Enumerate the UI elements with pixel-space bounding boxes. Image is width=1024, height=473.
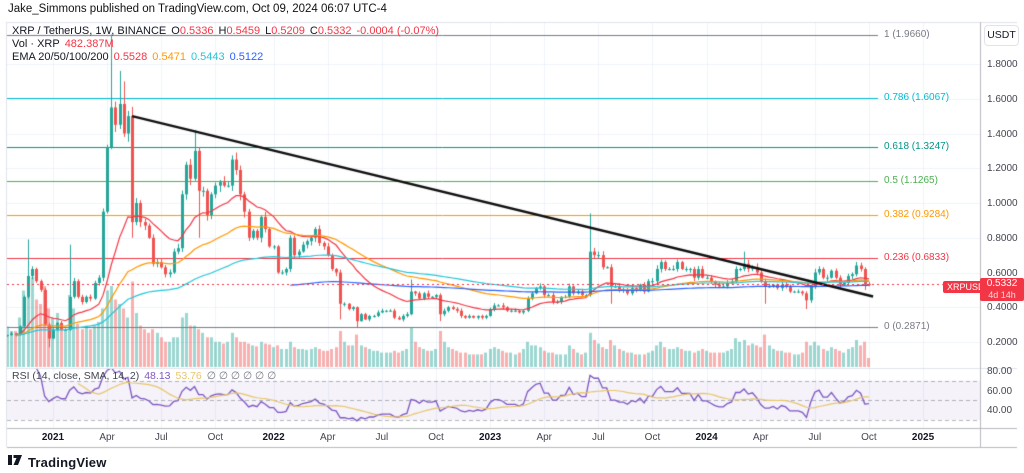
time-axis-tick: Oct: [644, 432, 661, 443]
price-axis-tick: 0.8000: [987, 232, 1018, 244]
time-axis-tick: Oct: [428, 432, 444, 443]
fib-level-label: 1 (1.9660): [884, 29, 930, 41]
time-axis-tick: 2022: [262, 432, 285, 443]
tradingview-logo-text: TradingView: [28, 455, 107, 470]
tradingview-attribution-logo[interactable]: TradingView: [8, 453, 107, 472]
time-axis-tick: Apr: [319, 432, 336, 443]
rsi-axis-tick: 80.00: [987, 366, 1013, 377]
fib-level-label: 0.5 (1.1265): [884, 175, 938, 187]
price-axis-tick: 0.4000: [987, 302, 1018, 314]
symbol-title: XRP / TetherUS, 1W, BINANCE: [12, 25, 167, 37]
ema-legend-row[interactable]: EMA 20/50/100/200 0.5528 0.5471 0.5443 0…: [12, 51, 263, 63]
price-axis-tick: 1.4000: [987, 128, 1018, 140]
rsi-legend-row[interactable]: RSI (14, close, SMA, 14, 2) 48.13 53.76 …: [12, 370, 276, 382]
time-axis[interactable]: 2021 Apr Jul Oct 2022 Apr Jul Oct 2023 Apr Jul Oct 2…: [7, 428, 980, 447]
last-price-tag: 0.5332 4d 14h: [980, 278, 1024, 301]
time-axis-tick: 2024: [695, 432, 718, 443]
time-axis-tick: Oct: [861, 432, 877, 443]
rsi-axis-tick: 60.00: [987, 385, 1013, 397]
symbol-legend-row[interactable]: XRP / TetherUS, 1W, BINANCE O0.5336 H0.5…: [12, 25, 439, 37]
time-axis-tick: Apr: [752, 432, 769, 443]
price-axis-tick: 1.0000: [987, 198, 1018, 209]
time-axis-tick: Jul: [591, 432, 605, 443]
ohlc-low: L0.5209: [265, 25, 305, 37]
rsi-label: RSI (14, close, SMA, 14, 2): [12, 370, 140, 382]
ema-label: EMA 20/50/100/200: [12, 51, 109, 63]
fib-level-label: 0.236 (0.6833): [884, 252, 950, 264]
fib-level-label: 0.382 (0.9284): [884, 209, 950, 221]
time-axis-tick: Jul: [375, 432, 389, 443]
volume-legend-row[interactable]: Vol · XRP 482.387M: [12, 38, 114, 50]
ema200-value: 0.5122: [229, 51, 264, 63]
fib-level-label: 0.618 (1.3247): [884, 140, 950, 152]
time-axis-tick: 2023: [478, 432, 502, 443]
time-axis-tick: 2021: [41, 432, 65, 443]
time-axis-tick: Apr: [99, 432, 115, 443]
currency-toggle-button[interactable]: USDT: [984, 25, 1019, 46]
time-axis-tick: Jul: [808, 432, 822, 443]
bar-countdown: 4d 14h: [988, 290, 1016, 300]
ohlc-high: H0.5459: [218, 25, 261, 37]
last-price-value: 0.5332: [986, 278, 1018, 289]
volume-value: 482.387M: [64, 38, 114, 50]
volume-label: Vol · XRP: [12, 38, 60, 50]
fib-level-label: 0.786 (1.6067): [884, 91, 950, 103]
change-value: -0.0004 (-0.07%): [356, 25, 440, 37]
rsi-sma-value: 53.76: [175, 370, 202, 382]
time-axis-tick: Jul: [154, 432, 168, 443]
fib-level-label: 0 (0.2871): [884, 320, 930, 332]
ema100-value: 0.5443: [190, 51, 225, 63]
rsi-axis-tick: 40.00: [987, 405, 1013, 417]
rsi-empty-values: ∅ ∅ ∅ ∅ ∅ ∅: [206, 370, 277, 382]
ohlc-close: C0.5332: [309, 25, 352, 37]
time-axis-tick: 2025: [911, 432, 935, 443]
ohlc-open: O0.5336: [171, 25, 214, 37]
tradingview-logo-icon: [8, 453, 23, 472]
price-axis-tick: 0.6000: [987, 267, 1018, 279]
price-axis-tick: 1.8000: [987, 59, 1018, 70]
price-axis-tick: 0.2000: [987, 337, 1018, 348]
rsi-value: 48.13: [144, 370, 171, 382]
price-axis-tick: 1.2000: [987, 163, 1018, 175]
time-axis-tick: Oct: [207, 432, 224, 443]
ema20-value: 0.5528: [113, 51, 148, 63]
time-axis-tick: Apr: [536, 432, 552, 443]
ema50-value: 0.5471: [152, 51, 186, 63]
price-axis-tick: 1.6000: [987, 93, 1018, 105]
attribution-text: Jake_Simmons published on TradingView.co…: [8, 3, 387, 15]
